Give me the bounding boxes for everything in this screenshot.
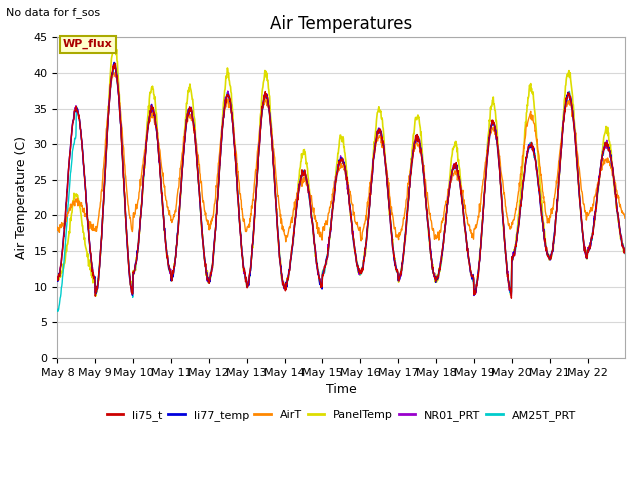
X-axis label: Time: Time [326, 383, 356, 396]
Text: WP_flux: WP_flux [63, 39, 113, 49]
Legend: li75_t, li77_temp, AirT, PanelTemp, NR01_PRT, AM25T_PRT: li75_t, li77_temp, AirT, PanelTemp, NR01… [102, 405, 580, 425]
Title: Air Temperatures: Air Temperatures [270, 15, 412, 33]
Y-axis label: Air Temperature (C): Air Temperature (C) [15, 136, 28, 259]
Text: No data for f_sos: No data for f_sos [6, 7, 100, 18]
